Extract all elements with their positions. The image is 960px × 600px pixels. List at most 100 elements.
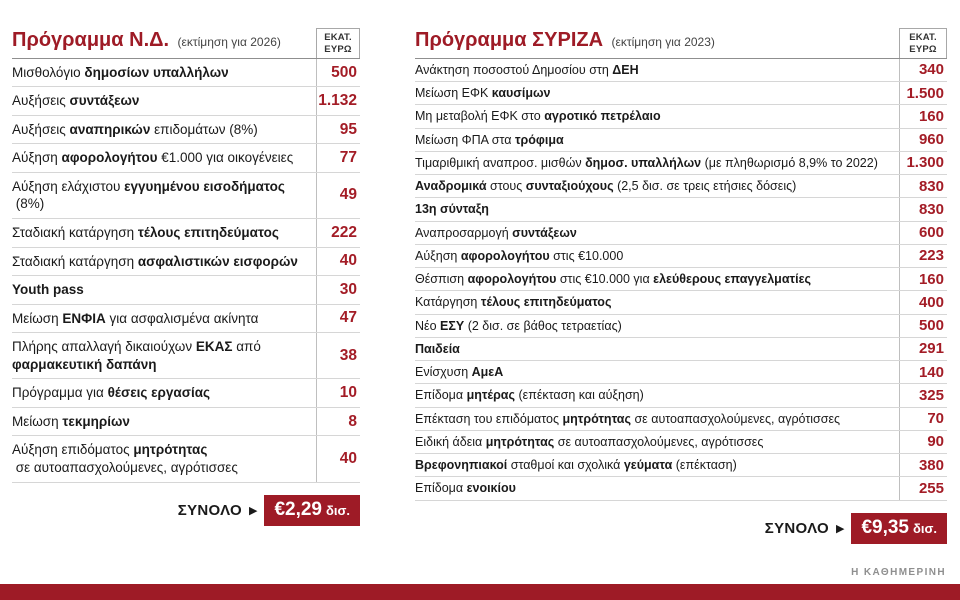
row-label: Βρεφονηπιακοί σταθμοί και σχολικά γεύματ… [415,458,737,472]
table-row: Ενίσχυση ΑμεΑ 140 [415,361,947,385]
row-label: Επέκταση του επιδόματος μητρότητας σε αυ… [415,411,841,426]
row-label: Αναδρομικά στους συνταξιούχους (2,5 δισ.… [415,179,797,193]
nd-total-row: ΣΥΝΟΛΟ ▶ €2,29 δισ. [12,494,360,526]
table-row: Μείωση τεκμηρίων 8 [12,407,360,437]
row-value: 960 [899,128,947,151]
table-row: Αύξηση ελάχιστου εγγυημένου εισοδήματος … [12,172,360,220]
nd-total-value: €2,29 δισ. [264,494,360,526]
unit-label: ΕΚΑΤ. ΕΥΡΩ [899,28,947,58]
row-label: Ανάκτηση ποσοστού Δημοσίου στη ΔΕΗ [415,62,639,77]
bottom-red-bar [0,584,960,600]
row-value: 400 [899,291,947,314]
total-label: ΣΥΝΟΛΟ [764,519,829,537]
total-unit: δισ. [912,520,937,536]
table-row: Επίδομα ενοικίου 255 [415,477,947,501]
row-value: 8 [316,407,360,436]
table-row: Αναδρομικά στους συνταξιούχους (2,5 δισ.… [415,175,947,199]
row-value: 70 [899,407,947,430]
table-row: Βρεφονηπιακοί σταθμοί και σχολικά γεύματ… [415,454,947,478]
table-row: Μείωση ΕΦΚ καυσίμων 1.500 [415,82,947,106]
row-label: Αυξήσεις συντάξεων [12,93,140,109]
row-value: 1.300 [899,151,947,174]
panel-nd-title-wrap: Πρόγραμμα Ν.Δ. (εκτίμηση για 2026) [12,29,281,58]
row-label: Μείωση ΕΝΦΙΑ για ασφαλισμένα ακίνητα [12,310,259,326]
row-value: 223 [899,244,947,267]
row-value: 40 [316,247,360,276]
panel-syriza-subtitle: (εκτίμηση για 2023) [611,34,715,49]
row-label: Μείωση τεκμηρίων [12,413,130,429]
row-label: Επίδομα ενοικίου [415,481,516,496]
row-label: Παιδεία [415,341,460,356]
row-value: 291 [899,337,947,360]
row-value: 77 [316,144,360,172]
syriza-total-value: €9,35 δισ. [851,512,947,544]
row-value: 255 [899,477,947,500]
table-row: Μισθολόγιο δημοσίων υπαλλήλων 500 [12,58,360,88]
table-row: Μείωση ΕΝΦΙΑ για ασφαλισμένα ακίνητα 47 [12,304,360,334]
table-row: Πρόγραμμα για θέσεις εργασίας 10 [12,379,360,408]
total-amount: €2,29 [274,498,322,520]
row-label: Αύξηση ελάχιστου εγγυημένου εισοδήματος … [12,178,285,212]
row-label: 13η σύνταξη [415,202,489,217]
row-label: Μείωση ΕΦΚ καυσίμων [415,86,551,100]
row-value: 830 [899,198,947,221]
row-value: 40 [316,436,360,482]
total-unit: δισ. [325,502,350,518]
table-row: Αυξήσεις αναπηρικών επιδομάτων (8%) 95 [12,115,360,145]
row-value: 47 [316,304,360,333]
row-label: Πρόγραμμα για θέσεις εργασίας [12,385,211,401]
table-row: Αύξηση επιδόματος μητρότητας σε αυτοαπασ… [12,436,360,483]
panel-syriza-title-wrap: Πρόγραμμα ΣΥΡΙΖΑ (εκτίμηση για 2023) [415,29,715,58]
arrow-right-icon: ▶ [835,522,845,535]
row-value: 600 [899,221,947,244]
panel-syriza-title: Πρόγραμμα ΣΥΡΙΖΑ [415,28,604,51]
table-row: Σταδιακή κατάργηση ασφαλιστικών εισφορών… [12,247,360,277]
row-label: Αναπροσαρμογή συντάξεων [415,225,577,240]
panel-nd-header: Πρόγραμμα Ν.Δ. (εκτίμηση για 2026) ΕΚΑΤ.… [12,28,360,58]
row-label: Ειδική άδεια μητρότητας σε αυτοαπασχολού… [415,434,764,449]
row-label: Νέο ΕΣΥ (2 δισ. σε βάθος τετραετίας) [415,318,622,333]
row-label: Αύξηση αφορολογήτου €1.000 για οικογένει… [12,150,294,166]
unit-label: ΕΚΑΤ. ΕΥΡΩ [316,28,360,58]
table-row: Ειδική άδεια μητρότητας σε αυτοαπασχολού… [415,430,947,454]
row-value: 10 [316,379,360,407]
panel-nd-title: Πρόγραμμα Ν.Δ. [12,28,170,51]
row-value: 30 [316,276,360,304]
row-value: 500 [899,314,947,337]
panel-syriza: Πρόγραμμα ΣΥΡΙΖΑ (εκτίμηση για 2023) ΕΚΑ… [415,28,947,544]
table-row: Μη μεταβολή ΕΦΚ στο αγροτικό πετρέλαιο 16… [415,105,947,129]
row-label: Τιμαριθμική αναπροσ. μισθών δημοσ. υπαλλ… [415,155,878,170]
table-row: Επέκταση του επιδόματος μητρότητας σε αυ… [415,407,947,431]
row-value: 140 [899,361,947,384]
table-row: Κατάργηση τέλους επιτηδεύματος 400 [415,291,947,315]
row-label: Θέσπιση αφορολογήτου στις €10.000 για ελ… [415,272,811,286]
table-row: Σταδιακή κατάργηση τέλους επιτηδεύματος 2… [12,219,360,248]
row-value: 1.132 [316,87,360,115]
row-value: 95 [316,115,360,144]
row-label: Επίδομα μητέρας (επέκταση και αύξηση) [415,388,644,403]
row-value: 380 [899,454,947,477]
kathimerini-logo: Η ΚΑΘΗΜΕΡΙΝΗ [851,567,946,578]
table-row: Αύξηση αφορολογήτου στις €10.000 223 [415,244,947,268]
table-row: Ανάκτηση ποσοστού Δημοσίου στη ΔΕΗ 340 [415,58,947,82]
table-row: Πλήρης απαλλαγή δικαιούχων ΕΚΑΣ από φαρμ… [12,333,360,380]
table-row: Youth pass 30 [12,276,360,305]
row-value: 325 [899,384,947,407]
table-row: Αναπροσαρμογή συντάξεων 600 [415,221,947,245]
row-value: 160 [899,268,947,291]
table-row: Παιδεία 291 [415,337,947,361]
row-label: Μη μεταβολή ΕΦΚ στο αγροτικό πετρέλαιο [415,109,661,124]
row-label: Αυξήσεις αναπηρικών επιδομάτων (8%) [12,121,258,137]
row-label: Κατάργηση τέλους επιτηδεύματος [415,295,612,310]
syriza-table: Ανάκτηση ποσοστού Δημοσίου στη ΔΕΗ 340 Μεί… [415,57,947,501]
row-label: Αύξηση επιδόματος μητρότητας σε αυτοαπασ… [12,442,238,475]
total-label: ΣΥΝΟΛΟ [177,501,242,519]
row-value: 222 [316,219,360,247]
row-label: Πλήρης απαλλαγή δικαιούχων ΕΚΑΣ από φαρμ… [12,339,265,372]
table-row: Θέσπιση αφορολογήτου στις €10.000 για ελ… [415,268,947,292]
table-row: Αύξηση αφορολογήτου €1.000 για οικογένει… [12,144,360,173]
table-row: Μείωση ΦΠΑ στα τρόφιμα 960 [415,128,947,152]
row-value: 160 [899,105,947,128]
row-value: 38 [316,333,360,379]
